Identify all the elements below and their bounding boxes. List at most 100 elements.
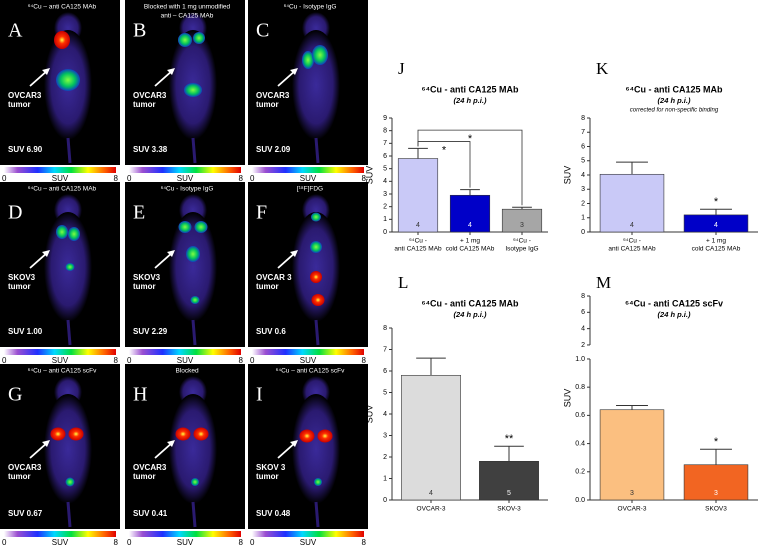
- uptake: [190, 296, 200, 304]
- y-tick-label: 0: [581, 229, 585, 236]
- chart-title: ⁶⁴Cu - anti CA125 MAb: [421, 84, 519, 94]
- panel-letter: J: [398, 59, 405, 78]
- x-tick-label: OVCAR-3: [618, 506, 647, 513]
- x-tick-label: + 1 mg: [460, 238, 480, 245]
- arrowhead: [167, 250, 175, 257]
- uptake: [65, 477, 75, 487]
- colorbar-max: 8: [239, 174, 244, 183]
- colorbar: [129, 167, 241, 173]
- uptake: [302, 51, 314, 69]
- y-tick-label: 8: [581, 293, 585, 300]
- y-tick-label: 2: [383, 454, 387, 461]
- uptake: [65, 263, 75, 271]
- x-tick-label: OVCAR-3: [417, 506, 446, 513]
- n-label: 4: [714, 222, 718, 229]
- y-tick-label: 7: [383, 346, 387, 353]
- colorbar-min: 0: [2, 356, 7, 365]
- mouse-tail: [191, 137, 197, 164]
- uptake: [314, 478, 322, 486]
- n-label: 4: [468, 222, 472, 229]
- uptake: [56, 69, 80, 91]
- suv-value: SUV 2.29: [133, 327, 168, 336]
- mouse-body: [292, 394, 340, 504]
- x-tick-label: ⁶⁴Cu -: [623, 238, 641, 245]
- y-tick-label: 4: [383, 178, 387, 185]
- tumor-label: tumor: [8, 282, 31, 291]
- mouse-body: [292, 212, 340, 322]
- significance: *: [442, 144, 447, 156]
- tumor-label: SKOV3: [8, 273, 36, 282]
- mouse-tail: [314, 319, 320, 346]
- panel-letter: K: [596, 59, 609, 78]
- colorbar-min: 0: [127, 538, 132, 545]
- mouse-tail: [66, 501, 72, 528]
- uptake: [68, 427, 84, 441]
- y-tick-label: 3: [383, 432, 387, 439]
- mouse-tail: [191, 501, 197, 528]
- n-label: 5: [507, 490, 511, 497]
- significance-bracket: [417, 129, 523, 206]
- y-tick-label: 8: [383, 325, 387, 332]
- tumor-label: OVCAR3: [8, 91, 42, 100]
- uptake: [184, 83, 202, 97]
- uptake: [311, 294, 325, 306]
- y-tick-label: 6: [383, 368, 387, 375]
- uptake: [178, 221, 192, 233]
- colorbar-min: 0: [250, 174, 255, 183]
- panel-title: anti – CA125 MAb: [161, 13, 214, 20]
- y-tick-label: 2: [581, 200, 585, 207]
- suv-value: SUV 0.48: [256, 509, 291, 518]
- uptake: [317, 429, 333, 443]
- tumor-label: OVCAR3: [133, 463, 167, 472]
- y-tick-label: 0.2: [575, 469, 585, 476]
- y-tick-label: 1.0: [575, 356, 585, 363]
- bar: [401, 374, 461, 501]
- colorbar-min: 0: [127, 356, 132, 365]
- tumor-label: SKOV 3: [256, 463, 286, 472]
- x-tick-label: + 1 mg: [706, 238, 726, 245]
- chart-subtitle: (24 h p.i.): [454, 310, 487, 319]
- y-axis-label: SUV: [562, 389, 572, 408]
- colorbar: [129, 349, 241, 355]
- y-tick-label: 5: [383, 166, 387, 173]
- arrowhead: [167, 440, 175, 447]
- panel-title: ⁶⁴Cu – anti CA125 MAb: [28, 186, 97, 193]
- panel-letter: A: [8, 20, 23, 42]
- suv-value: SUV 0.67: [8, 509, 43, 518]
- panel-title: ⁶⁴Cu – anti CA125 MAb: [28, 4, 97, 11]
- y-tick-label: 1: [383, 216, 387, 223]
- mouse-body: [169, 394, 217, 504]
- tumor-label: tumor: [256, 100, 279, 109]
- chart-subtitle: (24 h p.i.): [454, 96, 487, 105]
- x-tick-label: cold CA125 MAb: [692, 246, 741, 253]
- colorbar-max: 8: [362, 174, 367, 183]
- suv-value: SUV 6.90: [8, 145, 43, 154]
- tumor-label: SKOV3: [133, 273, 161, 282]
- panel-title: Blocked with 1 mg unmodified: [144, 4, 231, 11]
- y-tick-label: 4: [581, 325, 585, 332]
- y-tick-label: 8: [383, 128, 387, 135]
- tumor-label: OVCAR3: [8, 463, 42, 472]
- y-tick-label: 9: [383, 115, 387, 122]
- suv-value: SUV 2.09: [256, 145, 291, 154]
- y-tick-label: 7: [383, 140, 387, 147]
- panel-letter: L: [398, 273, 408, 292]
- chart-title: ⁶⁴Cu - anti CA125 scFv: [625, 298, 723, 308]
- panel-title: Blocked: [175, 368, 199, 375]
- panel-title: [¹⁸F]FDG: [297, 186, 323, 193]
- colorbar-label: SUV: [300, 356, 317, 365]
- colorbar: [252, 349, 364, 355]
- n-label: 3: [520, 222, 524, 229]
- significance: **: [505, 433, 514, 445]
- colorbar-max: 8: [239, 538, 244, 545]
- tumor-label: OVCAR 3: [256, 273, 292, 282]
- y-tick-label: 6: [383, 153, 387, 160]
- panel-letter: F: [256, 202, 267, 224]
- n-label: 4: [429, 490, 433, 497]
- uptake: [178, 33, 192, 47]
